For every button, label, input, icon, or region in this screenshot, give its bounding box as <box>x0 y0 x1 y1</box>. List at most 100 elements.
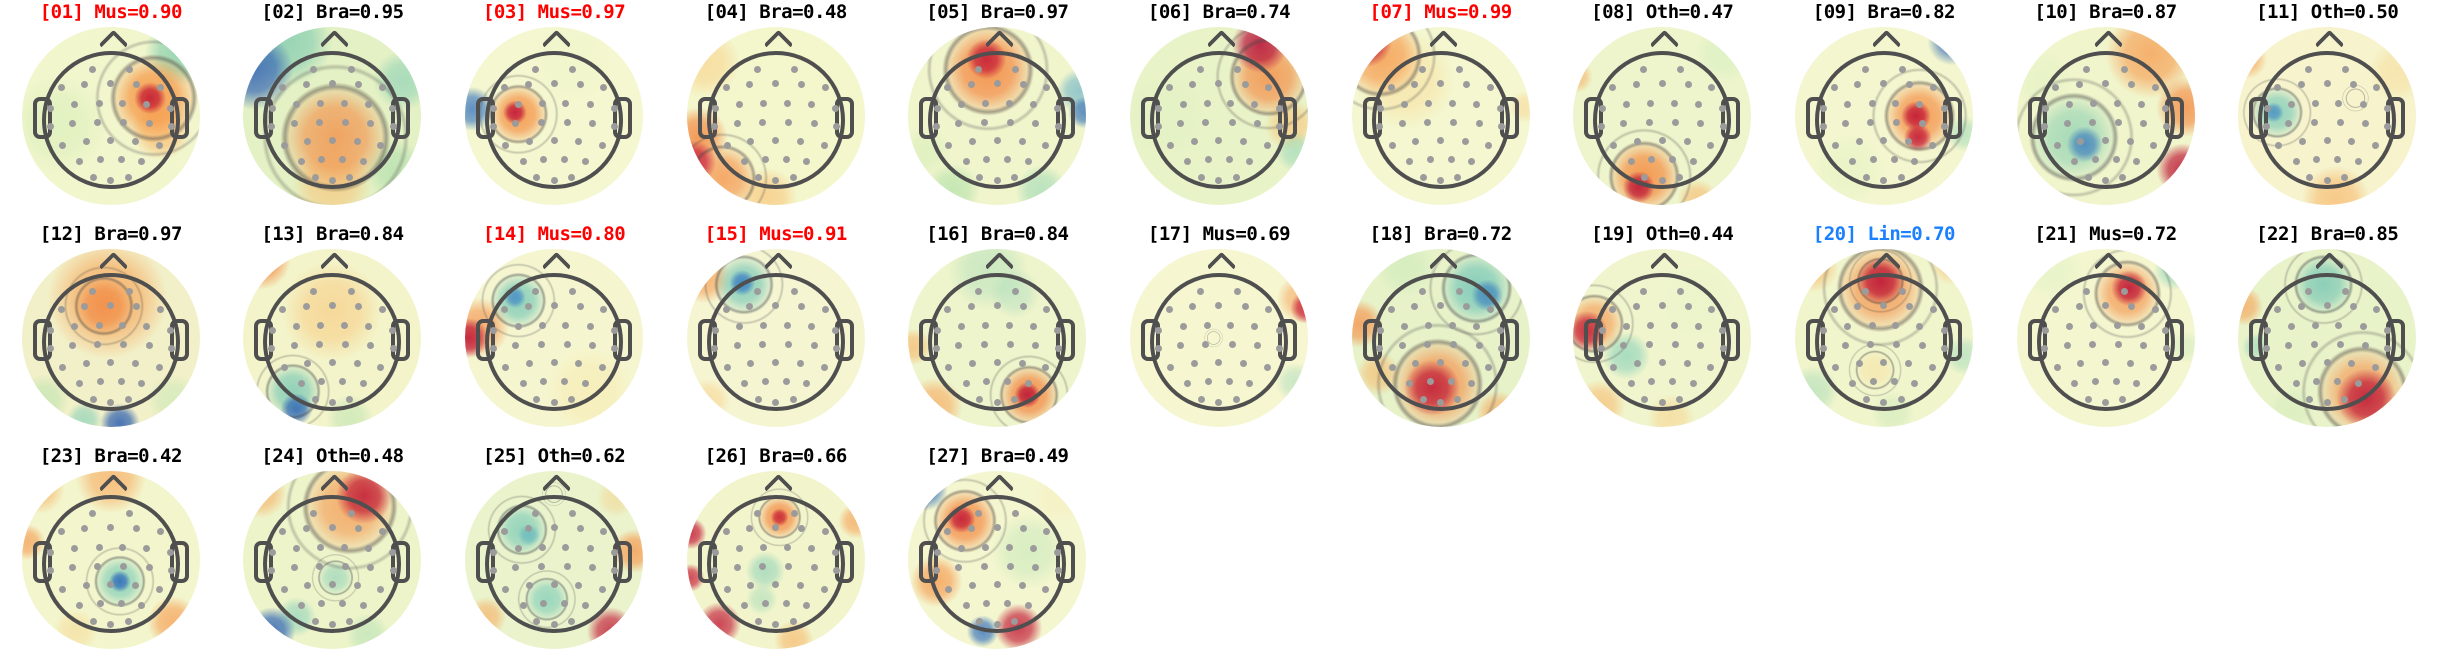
electrode-dot <box>310 288 318 296</box>
head-outline <box>1371 50 1510 189</box>
electrode-dot <box>2112 155 2120 163</box>
electrode-dot <box>502 142 510 150</box>
electrode-dot <box>1890 155 1898 163</box>
head-outline <box>928 272 1067 411</box>
electrode-dot <box>754 173 762 181</box>
component-cell: [19] Oth=0.44 <box>1551 222 1773 444</box>
head-outline <box>706 272 845 411</box>
electrode-dot <box>808 101 816 109</box>
electrode-dot <box>292 323 300 331</box>
component-title: [27] Bra=0.49 <box>926 445 1069 467</box>
electrode-dot <box>1940 326 1948 334</box>
electrode-dot <box>1198 395 1206 403</box>
electrode-dot <box>120 562 128 570</box>
electrode-dot <box>1609 83 1617 91</box>
electrode-dot <box>798 303 806 311</box>
electrode-dot <box>753 288 761 296</box>
electrode-dot <box>1019 303 1027 311</box>
electrode-dot <box>2052 305 2060 313</box>
electrode-dot <box>993 621 1001 629</box>
right-ear-outline <box>1942 319 1962 361</box>
electrode-dot <box>1670 321 1678 329</box>
electrode-dot <box>1018 138 1026 146</box>
electrode-dot <box>347 510 355 518</box>
electrode-dot <box>1426 155 1434 163</box>
electrode-dot <box>1228 340 1236 348</box>
electrode-dot <box>1609 305 1617 313</box>
electrode-dot <box>389 104 397 112</box>
electrode-dot <box>2383 104 2391 112</box>
electrode-dot <box>76 158 84 166</box>
topomap <box>2016 27 2195 205</box>
electrode-dot <box>1671 340 1679 348</box>
right-ear-outline <box>391 541 411 583</box>
electrode-dot <box>712 548 720 556</box>
component-title: [21] Mus=0.72 <box>2034 223 2177 245</box>
electrode-dot <box>2335 321 2343 329</box>
electrode-dot <box>2162 104 2170 112</box>
topomap <box>21 27 200 205</box>
electrode-dot <box>1844 323 1852 331</box>
electrode-dot <box>944 305 952 313</box>
electrode-dot <box>512 341 520 349</box>
electrode-dot <box>1880 399 1888 407</box>
component-cell: [26] Bra=0.66 <box>665 444 887 666</box>
electrode-dot <box>156 83 164 91</box>
electrode-dot <box>81 81 89 89</box>
electrode-dot <box>2115 340 2123 348</box>
electrode-dot <box>760 321 768 329</box>
component-title: [10] Bra=0.87 <box>2034 1 2177 23</box>
electrode-dot <box>1263 364 1271 372</box>
electrode-dot <box>1454 173 1462 181</box>
electrode-dot <box>790 288 798 296</box>
electrode-dot <box>933 345 941 353</box>
head-outline <box>485 50 624 189</box>
electrode-dot <box>531 288 539 296</box>
electrode-dot <box>962 158 970 166</box>
electrode-dot <box>944 83 952 91</box>
electrode-dot <box>976 617 984 625</box>
electrode-dot <box>2373 305 2381 313</box>
electrode-dot <box>2263 104 2271 112</box>
electrode-dot <box>1598 326 1606 334</box>
electrode-dot <box>1830 305 1838 313</box>
right-ear-outline <box>1056 541 1076 583</box>
electrode-dot <box>550 137 558 145</box>
electrode-dot <box>598 142 606 150</box>
electrode-dot <box>1670 99 1678 107</box>
electrode-dot <box>525 138 533 146</box>
electrode-dot <box>569 510 577 518</box>
head-outline <box>41 272 180 411</box>
electrode-dot <box>2091 155 2099 163</box>
electrode-dot <box>1633 138 1641 146</box>
electrode-dot <box>1641 395 1649 403</box>
electrode-dot <box>2287 323 2295 331</box>
electrode-dot <box>96 599 104 607</box>
right-ear-outline <box>834 541 854 583</box>
electrode-dot <box>2298 138 2306 146</box>
electrode-dot <box>736 101 744 109</box>
electrode-dot <box>2285 341 2293 349</box>
electrode-dot <box>57 305 65 313</box>
electrode-dot <box>1893 118 1901 126</box>
electrode-dot <box>138 158 146 166</box>
electrode-dot <box>1863 173 1871 181</box>
component-title: [09] Bra=0.82 <box>1812 1 1956 23</box>
component-title: [08] Oth=0.47 <box>1591 1 1734 23</box>
electrode-dot <box>354 303 362 311</box>
electrode-dot <box>364 545 372 553</box>
electrode-dot <box>1485 364 1493 372</box>
component-title: [13] Bra=0.84 <box>261 223 404 245</box>
component-cell: [01] Mus=0.90 <box>0 0 222 222</box>
topomap <box>2238 249 2417 427</box>
electrode-dot <box>2162 326 2170 334</box>
component-cell: [04] Bra=0.48 <box>665 0 887 222</box>
electrode-dot <box>1844 101 1852 109</box>
right-ear-outline <box>1056 319 1076 361</box>
electrode-dot <box>531 510 539 518</box>
electrode-dot <box>982 543 990 551</box>
electrode-dot <box>2311 99 2319 107</box>
electrode-dot <box>1633 360 1641 368</box>
electrode-dot <box>156 305 164 313</box>
electrode-dot <box>589 119 597 127</box>
